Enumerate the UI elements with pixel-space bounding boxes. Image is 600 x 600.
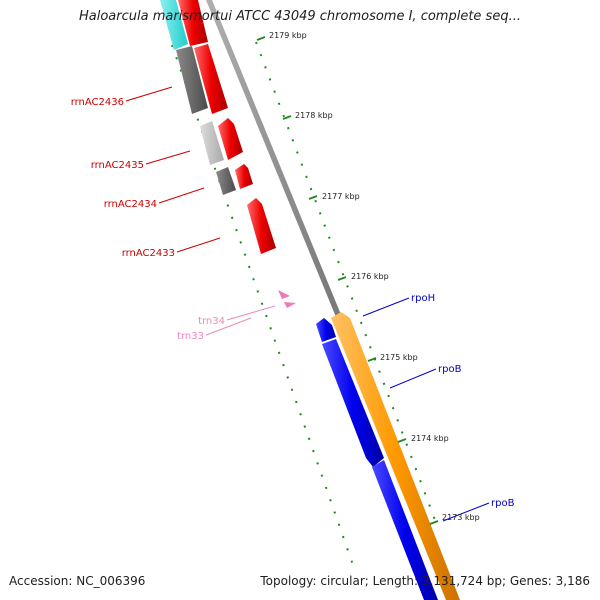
tick-label-2173: 2173 kbp: [442, 513, 480, 522]
rrnAC2435-label: rrnAC2435: [91, 160, 144, 171]
scale-ring-outer: [255, 41, 439, 529]
tick-mark-2175: [367, 357, 377, 362]
rrnAC2435-connector: [145, 150, 191, 165]
red-feature-rrnAC2433: [247, 198, 276, 254]
tick-label-2177: 2177 kbp: [322, 192, 360, 201]
trn33-connector: [205, 317, 252, 336]
rrnAC2434-label: rrnAC2434: [104, 199, 157, 210]
rpoB-label-2: rpoB: [491, 498, 515, 509]
map-title: Haloarcula marismortui ATCC 43049 chromo…: [79, 9, 521, 24]
trn33-label: trn33: [177, 331, 204, 342]
gray-feature-top: [176, 46, 208, 114]
tick-mark-2174: [397, 438, 407, 443]
rrnAC2436-label: rrnAC2436: [71, 97, 124, 108]
light-gray-feature-rrnAC2435: [200, 121, 224, 165]
tick-mark-2179: [256, 36, 266, 41]
orange-feature: [331, 312, 460, 600]
rrnAC2436-connector: [125, 86, 173, 102]
trn34-feature: [278, 290, 290, 299]
rpoB-label-1: rpoB: [438, 364, 462, 375]
red-feature-rrnAC2435: [218, 118, 243, 160]
rpoH-connector: [362, 297, 410, 317]
blue-feature-rpoB-1: [322, 339, 384, 467]
accession-label: Accession: NC_006396: [9, 574, 146, 588]
blue-feature-rpoB-2: [372, 460, 438, 600]
gray-feature-rrnAC2434: [216, 167, 236, 195]
tick-label-2175: 2175 kbp: [380, 353, 418, 362]
scale-ring-inner: [171, 44, 354, 566]
rrnAC2434-connector: [158, 187, 205, 204]
tick-mark-2177: [308, 195, 318, 200]
rpoB-connector-2: [442, 502, 490, 522]
trn33-feature: [284, 302, 296, 308]
tick-mark-2176: [337, 276, 347, 281]
tick-label-2174: 2174 kbp: [411, 434, 449, 443]
rpoB-connector-1: [389, 368, 437, 389]
rpoH-label: rpoH: [411, 293, 435, 304]
blue-feature-rpoH: [316, 318, 336, 342]
tick-label-2178: 2178 kbp: [295, 111, 333, 120]
rrnAC2433-label: rrnAC2433: [122, 248, 175, 259]
tick-mark-2173: [429, 520, 439, 525]
rrnAC2433-connector: [176, 237, 221, 253]
red-feature-rrnAC2436: [194, 44, 228, 114]
genome-summary-label: Topology: circular; Length: 3,131,724 bp…: [260, 574, 590, 588]
red-feature-top: [178, 0, 208, 46]
trn34-label: trn34: [198, 316, 225, 327]
tick-mark-2178: [282, 115, 292, 120]
tick-label-2179: 2179 kbp: [269, 31, 307, 40]
cyan-feature: [160, 0, 188, 50]
red-feature-rrnAC2434: [235, 164, 253, 189]
tick-label-2176: 2176 kbp: [351, 272, 389, 281]
trn34-connector: [226, 305, 276, 321]
